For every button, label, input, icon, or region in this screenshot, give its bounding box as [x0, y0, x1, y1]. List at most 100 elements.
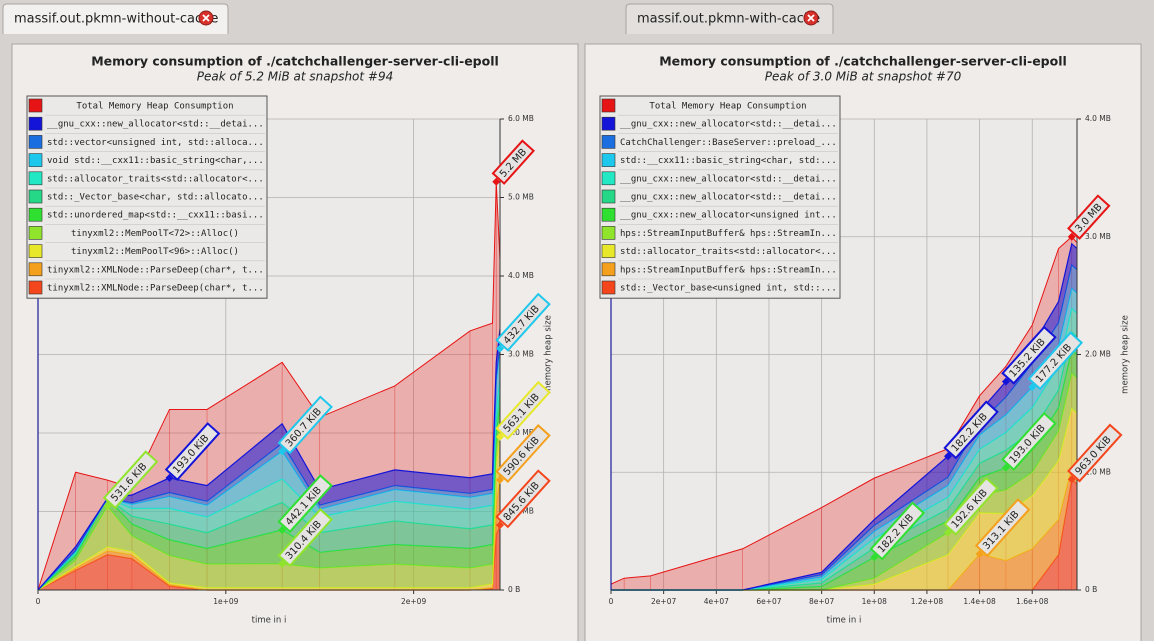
tab-label[interactable]: massif.out.pkmn-with-cache	[637, 12, 820, 27]
y-tick-label: 4.0 MB	[1085, 114, 1111, 123]
legend-swatch	[28, 116, 43, 131]
legend-swatch	[28, 244, 43, 258]
close-icon[interactable]	[803, 10, 819, 26]
x-tick-label: 6e+07	[756, 597, 781, 606]
tab[interactable]: massif.out.pkmn-without-cache	[2, 3, 229, 34]
annotation-marker	[278, 447, 287, 456]
x-tick-label: 8e+07	[809, 597, 834, 606]
total-line	[37, 181, 501, 591]
legend-swatch	[601, 116, 616, 131]
series-area-fill	[38, 348, 500, 590]
legend-label: __gnu_cxx::new_allocator<unsigned int...	[620, 211, 837, 221]
legend-label: tinyxml2::MemPoolT<96>::Alloc()	[71, 247, 239, 257]
legend-swatch	[28, 226, 43, 240]
legend-label: CatchChallenger::BaseServer::preload_...	[620, 138, 837, 148]
legend-label: tinyxml2::XMLNode::ParseDeep(char*, t...	[47, 265, 264, 275]
y-axis-label: memory heap size	[1121, 315, 1131, 394]
annotation-box	[495, 292, 551, 352]
legend-swatch	[28, 153, 43, 167]
y-axis-label: memory heap size	[544, 315, 554, 394]
x-tick-label: 4e+07	[704, 597, 729, 606]
x-tick-label: 1.6e+08	[1016, 597, 1049, 606]
annotation-marker	[496, 521, 504, 530]
y-tick-label: 0 B	[1085, 585, 1097, 594]
legend-swatch	[601, 171, 616, 186]
annotation-marker	[278, 559, 287, 568]
y-tick-label: 2.0 MB	[508, 428, 534, 437]
x-tick-label: 1.4e+08	[963, 597, 996, 606]
tab-label[interactable]: massif.out.pkmn-without-cache	[14, 12, 218, 27]
close-icon[interactable]	[198, 10, 214, 26]
annotation-box	[1027, 331, 1084, 391]
legend-label: hps::StreamInputBuffer& hps::StreamIn...	[620, 265, 837, 275]
y-tick-label: 3.0 MB	[1085, 232, 1111, 241]
annotation-box	[495, 380, 551, 440]
x-tick-label: 1e+09	[213, 597, 238, 606]
legend-label: __gnu_cxx::new_allocator<std::__detai...	[620, 174, 837, 184]
series-area-fill	[38, 405, 500, 590]
x-tick-label: 2e+09	[401, 597, 426, 606]
legend-label: Total Memory Heap Consumption	[76, 102, 233, 112]
y-tick-label: 3.0 MB	[508, 350, 534, 359]
legend-swatch	[28, 171, 43, 186]
legend-swatch	[601, 262, 616, 277]
legend-label: tinyxml2::XMLNode::ParseDeep(char*, t...	[47, 284, 264, 294]
y-tick-label: 6.0 MB	[508, 114, 534, 123]
chart: Memory consumption of ./catchchallenger-…	[26, 54, 554, 626]
x-tick-label: 1.2e+08	[911, 597, 944, 606]
legend-label: hps::StreamInputBuffer& hps::StreamIn...	[620, 229, 837, 239]
legend-swatch	[601, 226, 616, 240]
annotation-box	[277, 395, 333, 455]
annotation-marker	[103, 502, 112, 511]
annotation-marker	[1001, 463, 1010, 472]
legend	[599, 95, 841, 299]
legend-label: tinyxml2::MemPoolT<72>::Alloc()	[71, 229, 239, 239]
legend-swatch	[601, 135, 616, 149]
legend-swatch	[601, 280, 616, 295]
y-tick-label: 4.0 MB	[508, 271, 534, 280]
y-tick-label: 5.0 MB	[508, 193, 534, 202]
y-tick-label: 1.0 MB	[1085, 467, 1111, 476]
annotation-box	[974, 498, 1031, 558]
annotation-box	[1067, 194, 1111, 240]
y-tick-label: 2.0 MB	[1085, 350, 1111, 359]
legend-label: std::vector<unsigned int, std::alloca...	[47, 138, 264, 148]
annotation-box	[943, 476, 999, 536]
annotation-marker	[278, 525, 287, 534]
annotation-marker	[496, 475, 504, 484]
annotation-box	[1001, 325, 1057, 385]
annotation-marker	[496, 432, 504, 441]
legend-swatch	[601, 189, 616, 204]
annotation-box	[869, 501, 926, 561]
annotation: 3.0 MB	[1067, 194, 1111, 240]
annotation-marker	[943, 528, 952, 537]
annotation-box	[495, 469, 551, 529]
x-tick-label: 0	[36, 597, 41, 606]
legend-swatch	[28, 189, 43, 204]
legend-swatch	[28, 98, 43, 113]
legend-label: std::_Vector_base<unsigned int, std::...	[620, 284, 837, 294]
legend-label: std::_Vector_base<char, std::allocato...	[47, 193, 264, 203]
legend-swatch	[28, 135, 43, 149]
legend-label: std::__cxx11::basic_string<char, std:...	[620, 156, 837, 166]
series-area-fill	[611, 308, 1077, 590]
annotation-box	[164, 422, 221, 482]
legend-swatch	[601, 153, 616, 167]
x-tick-label: 0	[609, 597, 614, 606]
series-area-fill	[38, 525, 500, 590]
x-tick-label: 1e+08	[862, 597, 887, 606]
legend-label: void std::__cxx11::basic_string<char,...	[47, 156, 264, 166]
chart-title: Memory consumption of ./catchchallenger-…	[659, 54, 1067, 69]
annotation-box	[943, 400, 999, 460]
annotation-marker	[943, 452, 952, 461]
series-area-fill	[38, 393, 500, 590]
legend-label: std::unordered_map<std::__cxx11::basi...	[47, 211, 264, 221]
annotation-marker	[165, 473, 174, 482]
annotation-marker	[1067, 475, 1076, 484]
legend-swatch	[601, 98, 616, 113]
chart-title: Memory consumption of ./catchchallenger-…	[91, 54, 499, 69]
annotation-box	[1001, 411, 1057, 471]
tab[interactable]: massif.out.pkmn-with-cache	[625, 3, 834, 34]
